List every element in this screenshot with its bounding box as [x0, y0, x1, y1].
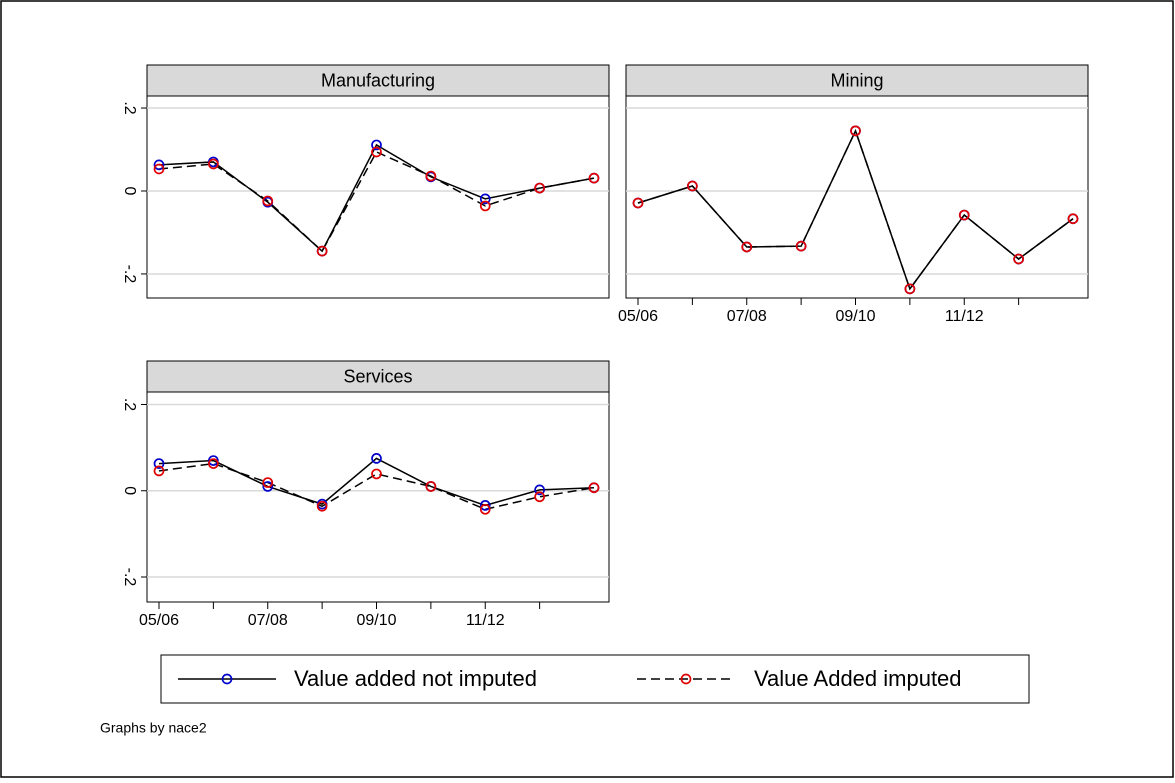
legend-label: Value Added imputed [754, 666, 962, 691]
data-point [534, 491, 545, 503]
panel-title: Mining [830, 70, 883, 90]
series-line [158, 151, 595, 253]
x-tick-label: 09/10 [835, 308, 875, 325]
y-tick-label: .2 [121, 398, 138, 411]
data-point [262, 477, 274, 488]
panel-title: Manufacturing [321, 70, 435, 90]
x-tick-label: 11/12 [466, 612, 505, 629]
data-point [958, 209, 970, 221]
data-point [687, 180, 698, 192]
note: Graphs by nace2 [100, 720, 207, 736]
data-point [534, 182, 545, 194]
x-tick-label: 11/12 [945, 308, 984, 325]
data-point [153, 465, 165, 477]
data-point [262, 481, 274, 492]
y-tick-label: 0 [121, 486, 138, 495]
data-point [208, 455, 219, 466]
data-point [741, 241, 753, 253]
data-point [1067, 213, 1079, 225]
plot-area [146, 391, 610, 603]
data-point [479, 200, 491, 212]
data-point [479, 500, 491, 511]
data-point [153, 163, 165, 175]
legend-marker [680, 673, 692, 685]
data-point [262, 195, 274, 207]
y-tick-label: 0 [121, 187, 138, 196]
data-point [371, 139, 382, 151]
legend-label: Value added not imputed [294, 666, 537, 691]
data-point [208, 158, 219, 170]
panel-title: Services [343, 366, 412, 386]
data-point [425, 481, 437, 492]
data-point [316, 500, 328, 512]
data-point [534, 484, 545, 496]
data-point [153, 458, 165, 469]
data-point [371, 453, 382, 464]
series-line [637, 128, 1074, 291]
data-point [1013, 253, 1024, 265]
panel-header [146, 360, 610, 393]
data-point [632, 197, 644, 209]
x-tick-label: 07/08 [727, 308, 767, 325]
plot-area [146, 95, 610, 299]
series-line [158, 143, 595, 253]
data-point [479, 193, 491, 205]
data-point [371, 146, 382, 158]
data-point [479, 503, 491, 515]
data-point [795, 240, 807, 252]
x-tick-label: 05/06 [618, 308, 658, 325]
data-point [316, 245, 328, 257]
panel-header [146, 64, 610, 97]
data-point [588, 172, 600, 184]
y-tick-label: -.2 [121, 265, 138, 284]
panel-header [625, 64, 1089, 97]
data-point [371, 468, 382, 480]
x-tick-label: 09/10 [356, 612, 396, 629]
data-point [904, 283, 916, 295]
legend-box [160, 654, 1030, 704]
y-tick-label: -.2 [121, 568, 138, 587]
series-line [158, 462, 595, 511]
data-point [425, 170, 437, 182]
y-tick-label: .2 [121, 101, 138, 114]
data-point [850, 125, 861, 137]
x-tick-label: 05/06 [139, 612, 179, 629]
data-point [153, 159, 165, 171]
data-point [588, 482, 600, 494]
x-tick-label: 07/08 [248, 612, 288, 629]
data-point [208, 458, 219, 469]
legend-marker [221, 673, 233, 685]
